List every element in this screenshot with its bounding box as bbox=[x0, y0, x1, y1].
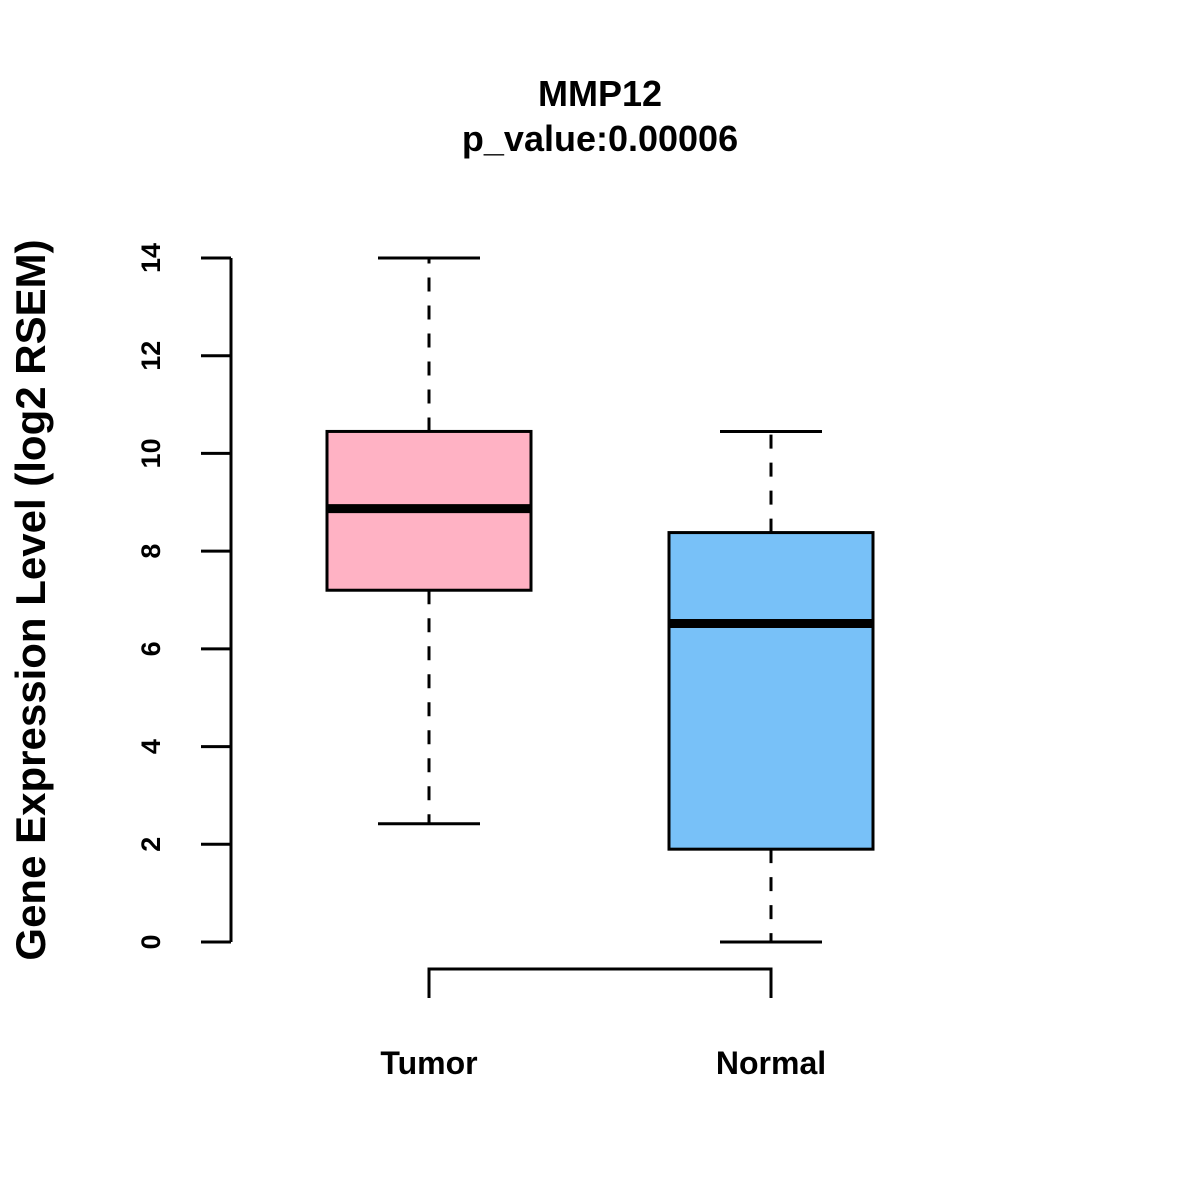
y-tick-label-12: 12 bbox=[136, 341, 166, 371]
y-axis-label: Gene Expression Level (log2 RSEM) bbox=[7, 239, 54, 960]
y-tick-label-14: 14 bbox=[136, 243, 166, 273]
box-rect-normal bbox=[667, 531, 875, 851]
box-group bbox=[325, 256, 875, 944]
y-tick-label-4: 4 bbox=[136, 739, 166, 754]
comparison-bracket bbox=[427, 967, 773, 998]
x-label-tumor: Tumor bbox=[380, 1045, 477, 1081]
bracket-line bbox=[427, 967, 773, 998]
y-tick-label-2: 2 bbox=[136, 837, 166, 852]
y-axis: 0 2 4 6 8 10 12 14 bbox=[136, 243, 233, 950]
y-tick-label-10: 10 bbox=[136, 438, 166, 468]
x-axis-labels: Tumor Normal bbox=[380, 1045, 826, 1081]
box-normal bbox=[667, 429, 875, 944]
chart-subtitle: p_value:0.00006 bbox=[462, 118, 738, 159]
x-label-normal: Normal bbox=[716, 1045, 826, 1081]
box-tumor bbox=[325, 256, 533, 826]
y-tick-label-0: 0 bbox=[136, 934, 166, 949]
chart-title: MMP12 bbox=[538, 73, 662, 114]
y-tick-label-8: 8 bbox=[136, 544, 166, 559]
y-tick-label-6: 6 bbox=[136, 641, 166, 656]
